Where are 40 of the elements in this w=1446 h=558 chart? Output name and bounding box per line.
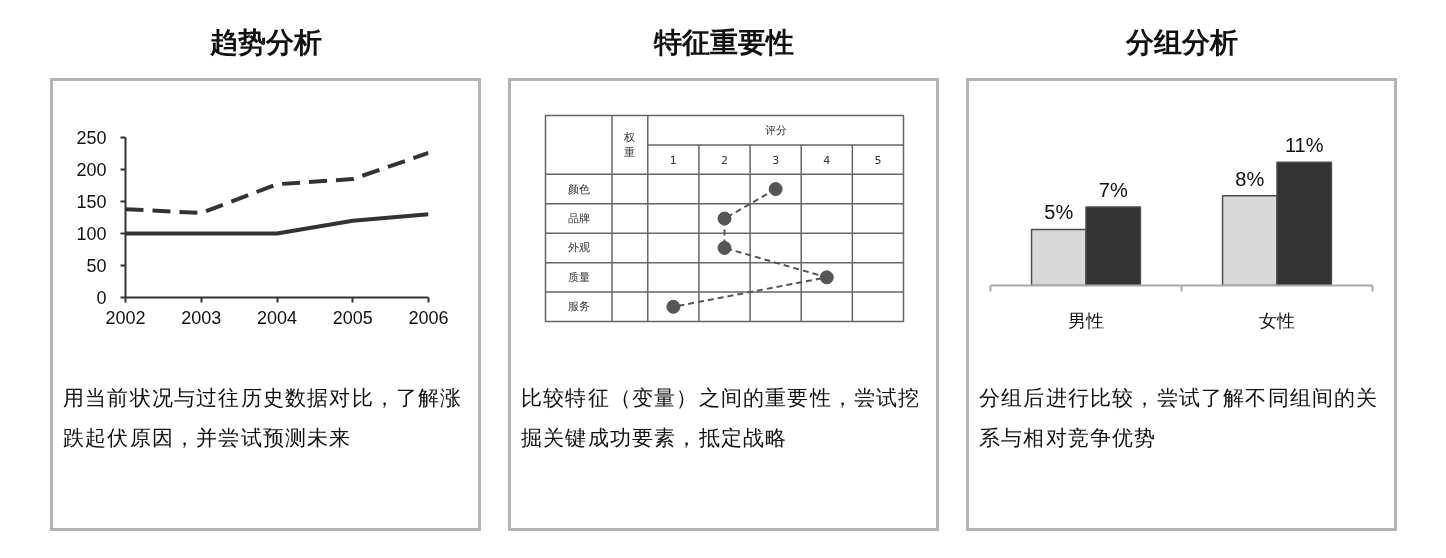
point bbox=[768, 182, 783, 197]
y-tick-label: 颜色 bbox=[567, 182, 590, 196]
chart-title: 趋势分析 bbox=[208, 25, 323, 60]
chart-title: 特征重要性 bbox=[652, 25, 795, 60]
x-tick-label: 2003 bbox=[181, 307, 222, 328]
data-label: 8% bbox=[1235, 167, 1265, 190]
x-tick-label: 2006 bbox=[408, 307, 449, 328]
x-axis-title: 评分 bbox=[764, 123, 787, 137]
point bbox=[666, 299, 681, 314]
x-tick-label: 5 bbox=[874, 153, 882, 167]
y-tick-label: 50 bbox=[86, 256, 107, 276]
point bbox=[717, 211, 732, 226]
x-tick-label: 2004 bbox=[256, 307, 298, 328]
x-tick-label: 4 bbox=[823, 153, 831, 167]
data-label: 5% bbox=[1044, 201, 1074, 224]
point bbox=[819, 270, 834, 285]
x-tick-label: 2002 bbox=[105, 307, 146, 328]
y-tick-label: 质量 bbox=[567, 270, 590, 284]
text: 权重 bbox=[623, 130, 636, 160]
text: 比较特征（变量）之间的重要性，尝试挖掘关键成功要素，抵定战略 bbox=[520, 385, 922, 452]
x-tick-label: 2005 bbox=[332, 307, 373, 328]
data-label: 7% bbox=[1098, 179, 1128, 202]
x-tick-label: 男性 bbox=[1068, 309, 1104, 331]
x-tick-label: 女性 bbox=[1259, 309, 1295, 331]
y-tick-label: 200 bbox=[76, 160, 107, 180]
point bbox=[717, 240, 732, 255]
y-tick-label: 150 bbox=[76, 192, 107, 212]
x-tick-label: 3 bbox=[772, 153, 780, 167]
y-tick-label: 250 bbox=[76, 128, 107, 148]
data-label: 11% bbox=[1284, 134, 1324, 157]
chart-title: 分组分析 bbox=[1124, 25, 1239, 60]
text: 分组后进行比较，尝试了解不同组间的关系与相对竞争优势 bbox=[978, 385, 1380, 452]
x-tick-label: 2 bbox=[721, 153, 728, 167]
y-tick-label: 外观 bbox=[567, 241, 590, 255]
y-tick-label: 100 bbox=[76, 224, 107, 244]
text: 用当前状况与过往历史数据对比，了解涨跌起伏原因，并尝试预测未来 bbox=[62, 385, 464, 452]
y-tick-label: 品牌 bbox=[567, 212, 590, 225]
x-tick-label: 1 bbox=[669, 153, 677, 167]
y-tick-label: 服务 bbox=[567, 300, 590, 314]
y-tick-label: 0 bbox=[96, 288, 107, 308]
